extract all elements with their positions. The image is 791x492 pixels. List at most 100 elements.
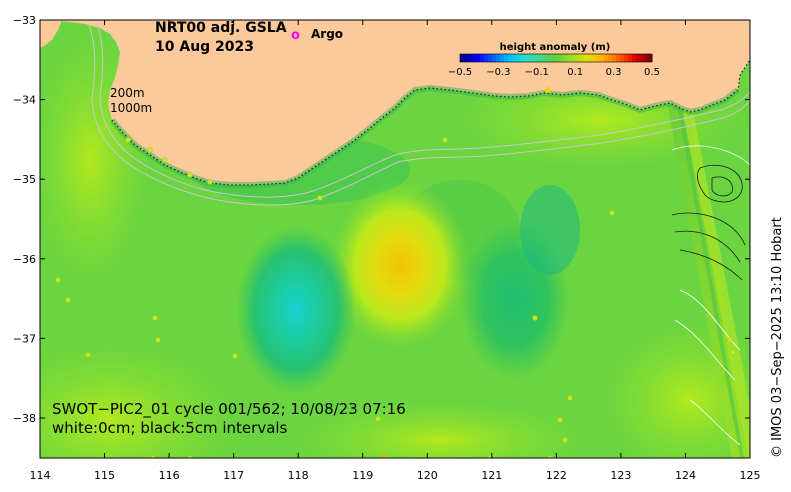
y-axis: −33 −34 −35 −36 −37 −38: [13, 14, 750, 425]
colorbar-segment: [596, 54, 601, 62]
colorbar-segment: [592, 54, 597, 62]
colorbar-segment: [608, 54, 613, 62]
argo-label: Argo: [311, 27, 343, 41]
colorbar-segment: [612, 54, 617, 62]
isobath-label-200m: 200m: [110, 86, 145, 100]
swot-annotation: SWOT−PIC2_01 cycle 001/562; 10/08/23 07:…: [52, 400, 406, 419]
colorbar-tick-label: −0.5: [448, 67, 472, 78]
colorbar-segment: [640, 54, 645, 62]
colorbar-ramp: [460, 54, 653, 62]
colorbar-segment: [564, 54, 569, 62]
x-tick-label: 124: [675, 469, 696, 482]
x-tick-label: 115: [94, 469, 115, 482]
colorbar-segment: [460, 54, 465, 62]
colorbar-segment: [536, 54, 541, 62]
colorbar-segment: [476, 54, 481, 62]
cold-eddy: [236, 225, 356, 395]
x-tick-label: 114: [30, 469, 51, 482]
colorbar-tick-label: −0.3: [486, 67, 510, 78]
land-west-edge: [40, 20, 62, 48]
isobath-label-1000m: 1000m: [110, 101, 152, 115]
colorbar-segment: [532, 54, 537, 62]
plot-frame: [39, 19, 751, 459]
colorbar-segment: [572, 54, 577, 62]
anomaly-field: [40, 340, 240, 458]
x-tick-label: 119: [352, 469, 373, 482]
colorbar-tick-label: 0.3: [606, 67, 622, 78]
x-tick-label: 118: [288, 469, 309, 482]
along-track-point-high: [545, 87, 551, 93]
map-date: 10 Aug 2023: [155, 39, 254, 55]
x-tick-label: 116: [159, 469, 180, 482]
colorbar-segment: [464, 54, 469, 62]
y-tick-label: −37: [13, 332, 36, 345]
y-tick-label: −34: [13, 94, 36, 107]
colorbar-tick-label: 0.1: [567, 67, 583, 78]
colorbar-segment: [580, 54, 585, 62]
colorbar-segment: [644, 54, 649, 62]
colorbar-segment: [624, 54, 629, 62]
colorbar-segment: [496, 54, 501, 62]
colorbar-segment: [584, 54, 589, 62]
map-plot-area: [40, 20, 750, 458]
colorbar-segment: [468, 54, 473, 62]
colorbar-segment: [616, 54, 621, 62]
colorbar-segment: [472, 54, 477, 62]
colorbar-frame: [459, 53, 653, 63]
x-tick-label: 125: [740, 469, 761, 482]
isobath-200m: [95, 21, 750, 198]
colorbar-segment: [600, 54, 605, 62]
colorbar-segment: [628, 54, 633, 62]
x-tick-label: 120: [417, 469, 438, 482]
swath-contours-white: [671, 145, 750, 446]
y-tick-label: −33: [13, 14, 36, 27]
map-title: NRT00 adj. GSLA: [155, 20, 287, 36]
x-tick-label: 117: [223, 469, 244, 482]
colorbar-segment: [632, 54, 637, 62]
colorbar-segment: [604, 54, 609, 62]
colorbar-title: height anomaly (m): [500, 42, 611, 53]
colorbar-segment: [540, 54, 545, 62]
colorbar-segment: [636, 54, 641, 62]
argo-marker: o: [291, 28, 300, 43]
colorbar-segment: [588, 54, 593, 62]
colorbar: height anomaly (m) −0.5 −0.3 −0.1 0.1 0.3 0.5: [448, 42, 660, 78]
contour-annotation: white:0cm; black:5cm intervals: [52, 419, 288, 437]
colorbar-segment: [492, 54, 497, 62]
colorbar-segment: [520, 54, 525, 62]
colorbar-segment: [500, 54, 505, 62]
x-tick-label: 122: [546, 469, 567, 482]
x-tick-label: 123: [610, 469, 631, 482]
colorbar-segment: [552, 54, 557, 62]
colorbar-segment: [488, 54, 493, 62]
colorbar-segment: [576, 54, 581, 62]
colorbar-segment: [516, 54, 521, 62]
colorbar-segment: [508, 54, 513, 62]
colorbar-segment: [524, 54, 529, 62]
swot-swath: [652, 20, 750, 458]
warm-eddy: [330, 180, 470, 350]
colorbar-tick-label: 0.5: [644, 67, 660, 78]
coastline: [111, 59, 750, 186]
colorbar-tick-label: −0.1: [525, 67, 549, 78]
colorbar-segment: [648, 54, 653, 62]
anomaly-field: [290, 400, 590, 458]
along-track-points: [55, 137, 736, 458]
y-tick-label: −35: [13, 173, 36, 186]
low-anomaly-core: [520, 185, 580, 275]
colorbar-segment: [504, 54, 509, 62]
imos-credit: © IMOS 03−Sep−2025 13:10 Hobart: [770, 217, 785, 458]
colorbar-segment: [556, 54, 561, 62]
colorbar-segment: [484, 54, 489, 62]
x-axis: 114 115 116 117 118 119 120 121 122 123 124 125: [30, 20, 761, 482]
colorbar-segment: [544, 54, 549, 62]
swath-contours-black: [671, 164, 746, 281]
colorbar-segment: [480, 54, 485, 62]
colorbar-segment: [528, 54, 533, 62]
isobaths: [87, 21, 750, 206]
y-tick-label: −38: [13, 412, 36, 425]
x-tick-label: 121: [481, 469, 502, 482]
colorbar-segment: [620, 54, 625, 62]
isobath-1000m: [87, 21, 750, 206]
